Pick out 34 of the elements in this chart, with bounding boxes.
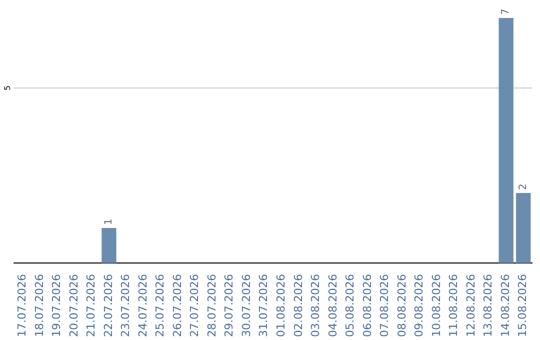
x-tick-label: 09.08.2026 bbox=[412, 274, 426, 338]
x-tick-label: 31.07.2026 bbox=[257, 274, 270, 338]
x-tick-label: 02.08.2026 bbox=[292, 274, 305, 338]
data-label: 2 bbox=[518, 184, 529, 190]
x-tick-label: 13.08.2026 bbox=[482, 274, 495, 338]
data-label: 7 bbox=[500, 8, 512, 15]
x-tick-label: 23.07.2026 bbox=[119, 274, 132, 338]
x-tick-label: 30.07.2026 bbox=[240, 274, 253, 338]
x-tick-label: 10.08.2026 bbox=[430, 274, 443, 338]
x-tick-label: 08.08.2026 bbox=[395, 274, 408, 338]
x-tick-label: 21.07.2026 bbox=[84, 274, 98, 338]
x-tick-label: 17.07.2026 bbox=[15, 274, 28, 338]
x-tick-label: 28.07.2026 bbox=[205, 274, 218, 338]
x-tick-label: 05.08.2026 bbox=[344, 274, 357, 338]
x-tick-label: 11.08.2026 bbox=[447, 274, 460, 338]
x-tick-label: 01.08.2026 bbox=[274, 274, 288, 338]
x-tick-label: 07.08.2026 bbox=[378, 274, 392, 338]
x-tick-label: 20.07.2026 bbox=[67, 274, 80, 338]
x-tick-label: 03.08.2026 bbox=[309, 274, 322, 338]
x-tick-label: 24.07.2026 bbox=[136, 274, 150, 338]
x-tick-label: 04.08.2026 bbox=[326, 274, 340, 338]
data-label: 1 bbox=[104, 218, 115, 226]
x-tick-label: 27.07.2026 bbox=[188, 274, 202, 338]
x-tick-label: 26.07.2026 bbox=[170, 274, 184, 338]
x-tick-label: 14.08.2026 bbox=[498, 274, 512, 338]
x-tick-label: 19.07.2026 bbox=[50, 274, 64, 338]
x-tick-label: 29.07.2026 bbox=[222, 274, 236, 338]
x-tick-label: 25.07.2026 bbox=[154, 274, 167, 338]
x-tick-label: 18.07.2026 bbox=[32, 274, 46, 338]
x-tick-label: 15.08.2026 bbox=[516, 274, 530, 338]
ref-line-label: 5 bbox=[3, 85, 12, 91]
x-tick-label: 12.08.2026 bbox=[464, 274, 478, 338]
x-tick-label: 06.08.2026 bbox=[360, 274, 374, 338]
x-tick-label: 22.07.2026 bbox=[102, 274, 115, 338]
